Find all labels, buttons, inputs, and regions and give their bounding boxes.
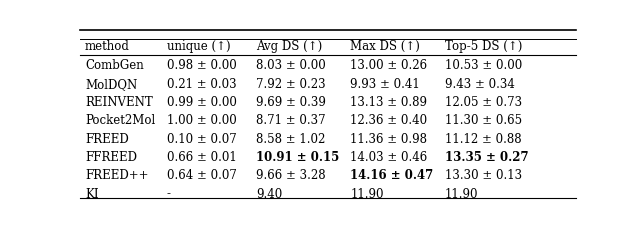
Text: 9.43 ± 0.34: 9.43 ± 0.34 [445,78,515,91]
Text: Max DS (↑): Max DS (↑) [350,40,420,53]
Text: 10.91 ± 0.15: 10.91 ± 0.15 [256,151,339,164]
Text: 13.35 ± 0.27: 13.35 ± 0.27 [445,151,528,164]
Text: 11.36 ± 0.98: 11.36 ± 0.98 [350,133,428,146]
Text: 8.58 ± 1.02: 8.58 ± 1.02 [256,133,326,146]
Text: 7.92 ± 0.23: 7.92 ± 0.23 [256,78,326,91]
Text: CombGen: CombGen [85,59,144,73]
Text: 0.10 ± 0.07: 0.10 ± 0.07 [167,133,237,146]
Text: -: - [167,188,171,201]
Text: 12.36 ± 0.40: 12.36 ± 0.40 [350,114,428,127]
Text: 0.99 ± 0.00: 0.99 ± 0.00 [167,96,237,109]
Text: 11.90: 11.90 [350,188,384,201]
Text: 9.93 ± 0.41: 9.93 ± 0.41 [350,78,420,91]
Text: 0.66 ± 0.01: 0.66 ± 0.01 [167,151,237,164]
Text: FREED++: FREED++ [85,169,148,182]
Text: Avg DS (↑): Avg DS (↑) [256,40,323,53]
Text: Pocket2Mol: Pocket2Mol [85,114,156,127]
Text: 0.98 ± 0.00: 0.98 ± 0.00 [167,59,237,73]
Text: REINVENT: REINVENT [85,96,153,109]
Text: 11.90: 11.90 [445,188,478,201]
Text: 8.71 ± 0.37: 8.71 ± 0.37 [256,114,326,127]
Text: 13.13 ± 0.89: 13.13 ± 0.89 [350,96,428,109]
Text: 9.66 ± 3.28: 9.66 ± 3.28 [256,169,326,182]
Text: 8.03 ± 0.00: 8.03 ± 0.00 [256,59,326,73]
Text: 0.21 ± 0.03: 0.21 ± 0.03 [167,78,236,91]
Text: 0.64 ± 0.07: 0.64 ± 0.07 [167,169,237,182]
Text: 9.69 ± 0.39: 9.69 ± 0.39 [256,96,326,109]
Text: 12.05 ± 0.73: 12.05 ± 0.73 [445,96,522,109]
Text: 13.30 ± 0.13: 13.30 ± 0.13 [445,169,522,182]
Text: Top-5 DS (↑): Top-5 DS (↑) [445,40,522,53]
Text: FREED: FREED [85,133,129,146]
Text: 14.16 ± 0.47: 14.16 ± 0.47 [350,169,433,182]
Text: KI: KI [85,188,99,201]
Text: unique (↑): unique (↑) [167,40,230,53]
Text: FFREED: FFREED [85,151,137,164]
Text: 11.12 ± 0.88: 11.12 ± 0.88 [445,133,521,146]
Text: method: method [85,40,130,53]
Text: 10.53 ± 0.00: 10.53 ± 0.00 [445,59,522,73]
Text: 9.40: 9.40 [256,188,282,201]
Text: 1.00 ± 0.00: 1.00 ± 0.00 [167,114,237,127]
Text: 11.30 ± 0.65: 11.30 ± 0.65 [445,114,522,127]
Text: MolDQN: MolDQN [85,78,137,91]
Text: 14.03 ± 0.46: 14.03 ± 0.46 [350,151,428,164]
Text: 13.00 ± 0.26: 13.00 ± 0.26 [350,59,428,73]
